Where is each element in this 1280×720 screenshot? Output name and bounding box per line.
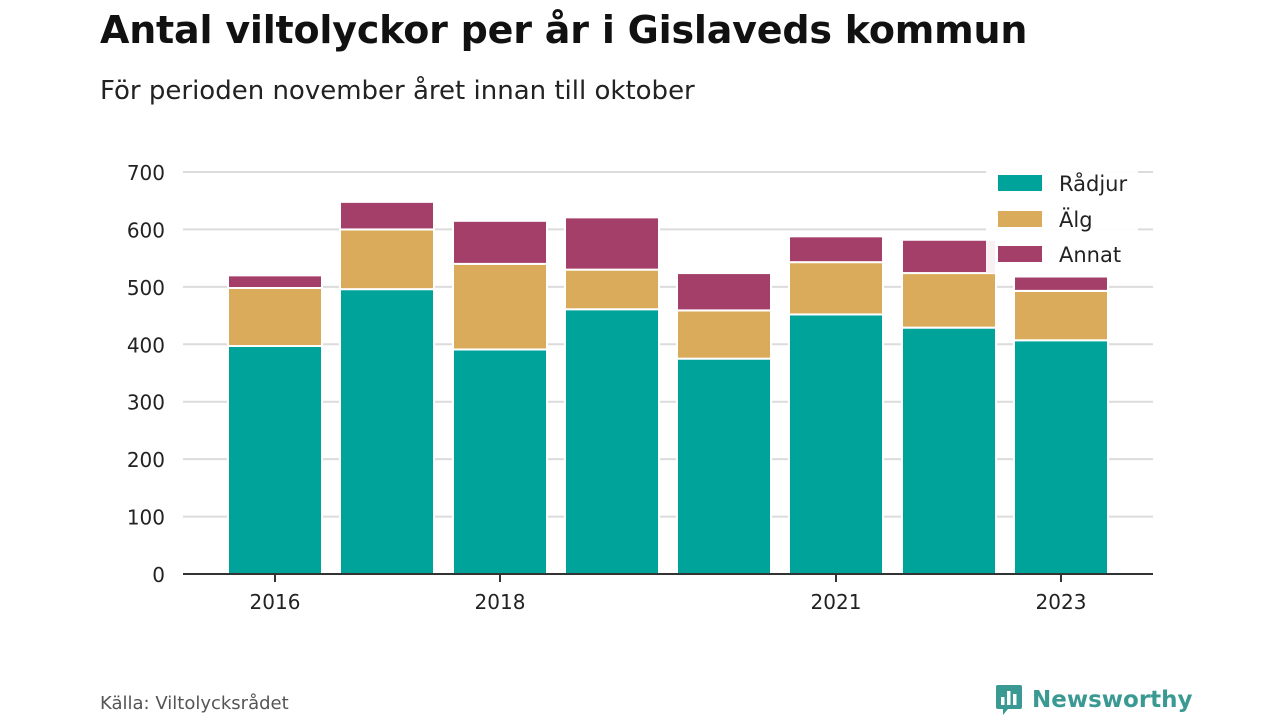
- y-tick-label-500: 500: [127, 276, 165, 300]
- bar-annat-2019[interactable]: [564, 216, 660, 271]
- bar-radjur-2019[interactable]: [564, 308, 660, 575]
- bar-alg-2019[interactable]: [564, 268, 660, 311]
- bar-group-2023: [1013, 275, 1109, 575]
- source-note: Källa: Viltolycksrådet: [100, 693, 289, 714]
- bar-annat-2022[interactable]: [901, 238, 997, 275]
- bar-alg-2017[interactable]: [339, 228, 435, 291]
- legend: Rådjur Älg Annat: [986, 162, 1138, 272]
- brand-name: Newsworthy: [1032, 687, 1193, 713]
- x-tick-label-2023: 2023: [1036, 590, 1087, 614]
- bar-annat-2018[interactable]: [452, 219, 548, 265]
- y-axis-ticks: 0 100 200 300 400 500 600 700: [127, 161, 165, 587]
- y-tick-label-100: 100: [127, 506, 165, 530]
- y-tick-label-700: 700: [127, 161, 165, 185]
- legend-label-annat: Annat: [1059, 243, 1121, 267]
- bar-group-2018: [452, 219, 548, 575]
- y-tick-label-300: 300: [127, 391, 165, 415]
- bar-radjur-2021[interactable]: [788, 313, 884, 575]
- bar-alg-2023[interactable]: [1013, 289, 1109, 342]
- y-tick-label-0: 0: [152, 563, 165, 587]
- y-tick-label-200: 200: [127, 448, 165, 472]
- legend-swatch-radjur: [998, 175, 1042, 191]
- bar-group-2020: [676, 272, 772, 575]
- y-tick-label-400: 400: [127, 333, 165, 357]
- bar-annat-2020[interactable]: [676, 272, 772, 312]
- bar-group-2017: [339, 200, 435, 575]
- bar-radjur-2022[interactable]: [901, 326, 997, 576]
- bar-group-2021: [788, 235, 884, 575]
- legend-label-radjur: Rådjur: [1059, 171, 1127, 196]
- x-tick-label-2021: 2021: [811, 590, 862, 614]
- legend-item-annat[interactable]: Annat: [998, 243, 1121, 267]
- newsworthy-logo[interactable]: Newsworthy: [994, 683, 1193, 717]
- legend-swatch-alg: [998, 211, 1042, 227]
- chart-title: Antal viltolyckor per år i Gislaveds kom…: [100, 8, 1028, 52]
- bar-radjur-2023[interactable]: [1013, 339, 1109, 575]
- legend-swatch-annat: [998, 246, 1042, 262]
- bar-annat-2023[interactable]: [1013, 275, 1109, 292]
- bar-alg-2021[interactable]: [788, 261, 884, 316]
- legend-item-alg[interactable]: Älg: [998, 207, 1093, 232]
- x-tick-label-2018: 2018: [475, 590, 526, 614]
- newsworthy-chart-icon: [996, 685, 1022, 715]
- y-tick-label-600: 600: [127, 218, 165, 242]
- bar-alg-2016[interactable]: [227, 287, 323, 348]
- bar-radjur-2018[interactable]: [452, 348, 548, 575]
- x-tick-label-2016: 2016: [250, 590, 301, 614]
- bar-alg-2018[interactable]: [452, 262, 548, 351]
- bar-radjur-2020[interactable]: [676, 357, 772, 575]
- bars: [227, 200, 1109, 576]
- bar-annat-2021[interactable]: [788, 235, 884, 264]
- bar-group-2019: [564, 216, 660, 575]
- bar-annat-2016[interactable]: [227, 274, 323, 290]
- legend-item-radjur[interactable]: Rådjur: [998, 171, 1127, 196]
- x-axis-ticks: 2016 2018 2021 2023: [250, 574, 1087, 614]
- chart-subtitle: För perioden november året innan till ok…: [100, 76, 695, 106]
- bar-radjur-2016[interactable]: [227, 345, 323, 575]
- bar-alg-2022[interactable]: [901, 272, 997, 329]
- bar-radjur-2017[interactable]: [339, 288, 435, 575]
- bar-alg-2020[interactable]: [676, 309, 772, 360]
- bar-annat-2017[interactable]: [339, 200, 435, 231]
- bar-group-2016: [227, 274, 323, 575]
- bar-group-2022: [901, 238, 997, 576]
- legend-label-alg: Älg: [1059, 207, 1093, 232]
